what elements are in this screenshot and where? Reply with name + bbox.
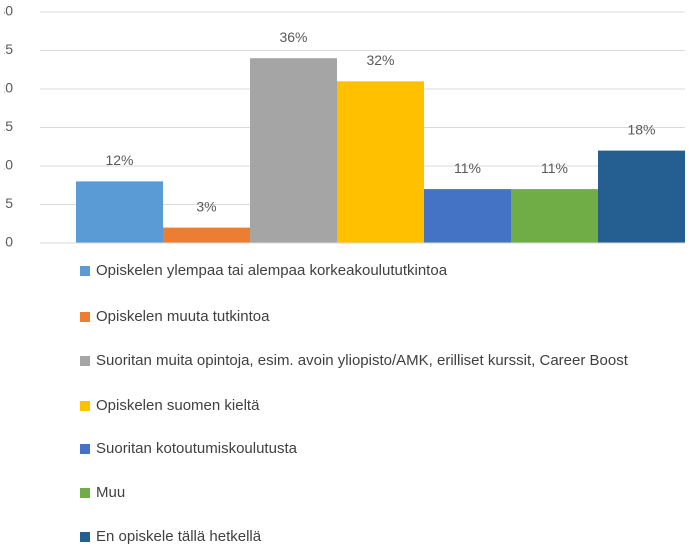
legend-label: Muu <box>96 484 126 501</box>
data-label: 11% <box>454 160 481 176</box>
legend-item: En opiskele tällä hetkellä <box>80 526 700 548</box>
legend-label: Suoritan muita opintoja, esim. avoin yli… <box>96 352 628 369</box>
y-tick-label: 20 <box>0 80 13 96</box>
bar <box>337 81 424 243</box>
legend-item: Opiskelen suomen kieltä <box>80 395 700 417</box>
legend-swatch <box>80 312 90 322</box>
y-tick-label: 0 <box>5 234 13 250</box>
data-label: 18% <box>627 121 655 137</box>
legend-item: Suoritan kotoutumiskoulutusta <box>80 438 700 460</box>
bar <box>76 181 163 243</box>
legend-label: Opiskelen muuta tutkintoa <box>96 308 270 325</box>
legend-item: Suoritan muita opintoja, esim. avoin yli… <box>80 350 700 372</box>
legend-label: Opiskelen suomen kieltä <box>96 397 260 414</box>
chart: 0 5 10 15 20 25 30 12% 3% 36% 32% 11% 11% 18% <box>0 3 685 250</box>
legend-swatch <box>80 266 90 276</box>
legend-swatch <box>80 532 90 542</box>
data-label: 11% <box>541 160 568 176</box>
y-tick-label: 25 <box>0 41 13 57</box>
y-tick-label: 15 <box>0 118 13 134</box>
data-label: 12% <box>105 152 133 168</box>
legend-swatch <box>80 401 90 411</box>
bar <box>511 189 598 243</box>
data-label: 36% <box>279 29 307 45</box>
data-label: 32% <box>366 52 394 68</box>
legend-label: Suoritan kotoutumiskoulutusta <box>96 440 297 457</box>
legend-swatch <box>80 488 90 498</box>
legend-label: En opiskele tällä hetkellä <box>96 528 262 545</box>
legend-item: Muu <box>80 482 700 504</box>
legend-swatch <box>80 444 90 454</box>
y-tick-label: 10 <box>0 157 13 173</box>
y-axis-labels: 0 5 10 15 20 25 30 <box>0 3 13 250</box>
legend-item: Opiskelen ylempaa tai alempaa korkeakoul… <box>80 260 700 282</box>
legend-item: Opiskelen muuta tutkintoa <box>80 306 700 328</box>
data-label: 3% <box>196 198 216 214</box>
bar <box>250 58 337 244</box>
legend-swatch <box>80 356 90 366</box>
bar <box>163 227 250 243</box>
bar <box>424 189 511 243</box>
bar <box>598 150 685 243</box>
y-tick-label: 5 <box>5 195 13 211</box>
y-tick-label: 30 <box>0 3 13 19</box>
legend-label: Opiskelen ylempaa tai alempaa korkeakoul… <box>96 262 448 279</box>
